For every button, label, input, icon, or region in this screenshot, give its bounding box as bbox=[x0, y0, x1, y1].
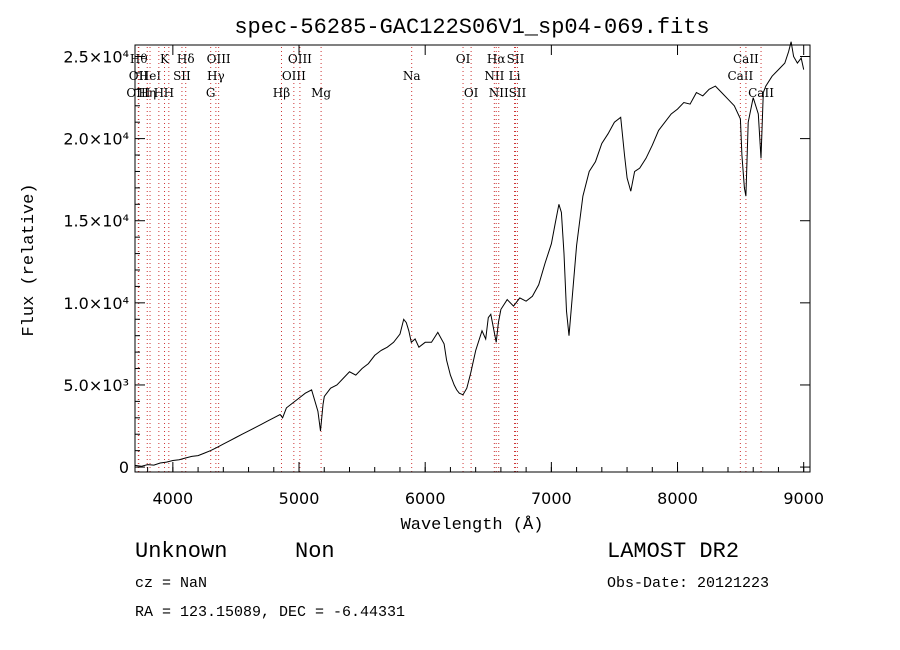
line-label-8: SII bbox=[173, 69, 191, 83]
line-label-27: CaII bbox=[733, 52, 759, 66]
line-label-12: OIII bbox=[207, 52, 231, 66]
line-label-26: CaII bbox=[727, 69, 753, 83]
y-axis-ticks: 0 5.0×10³ 1.0×10⁴ 1.5×10⁴ 2.0×10⁴ 2.5×10⁴ bbox=[63, 47, 810, 477]
coordinates-label: RA = 123.15089, DEC = -6.44331 bbox=[135, 604, 406, 621]
y-tick-label-3: 1.5×10⁴ bbox=[63, 212, 129, 231]
line-label-23: Li bbox=[509, 69, 521, 83]
y-tick-label-0: 0 bbox=[119, 458, 129, 477]
line-label-19: OI bbox=[464, 86, 479, 100]
line-label-16: Mg bbox=[311, 86, 331, 100]
line-label-10: G bbox=[206, 86, 216, 100]
line-label-22: NII bbox=[489, 86, 509, 100]
line-label-18: OI bbox=[456, 52, 471, 66]
x-tick-label-3: 7000 bbox=[531, 489, 572, 508]
line-label-5: H bbox=[154, 86, 164, 100]
obs-date-label: Obs-Date: 20121223 bbox=[607, 575, 770, 592]
line-label-15: OIII bbox=[288, 52, 312, 66]
y-tick-label-1: 5.0×10³ bbox=[63, 376, 129, 395]
x-tick-label-0: 4000 bbox=[152, 489, 193, 508]
chart-title: spec-56285-GAC122S06V1_sp04-069.fits bbox=[234, 15, 709, 40]
y-tick-label-5: 2.5×10⁴ bbox=[63, 47, 129, 66]
line-label-20: NII bbox=[484, 69, 504, 83]
spectrum-line bbox=[134, 41, 805, 467]
line-label-11: Hγ bbox=[207, 69, 225, 83]
spectrum-chart: spec-56285-GAC122S06V1_sp04-069.fits HθO… bbox=[20, 15, 824, 535]
line-label-2: OIII bbox=[126, 86, 150, 100]
x-tick-label-4: 8000 bbox=[657, 489, 698, 508]
line-label-9: Hδ bbox=[177, 52, 195, 66]
x-axis-ticks: 4000 5000 6000 7000 8000 9000 bbox=[147, 45, 824, 508]
line-label-25: SII bbox=[509, 86, 527, 100]
plot-frame bbox=[134, 44, 811, 473]
x-tick-label-1: 5000 bbox=[279, 489, 320, 508]
line-label-7: H bbox=[164, 86, 174, 100]
line-label-28: CaII bbox=[748, 86, 774, 100]
line-label-17: Na bbox=[403, 69, 421, 83]
x-tick-label-5: 9000 bbox=[783, 489, 824, 508]
line-label-14: OIII bbox=[282, 69, 306, 83]
x-tick-label-2: 6000 bbox=[405, 489, 446, 508]
survey-label: LAMOST DR2 bbox=[607, 539, 740, 564]
line-label-21: Hα bbox=[487, 52, 506, 66]
class-label: Unknown bbox=[135, 539, 228, 564]
line-label-3: Hη bbox=[138, 86, 156, 100]
y-axis-label: Flux (relative) bbox=[20, 183, 39, 336]
line-label-6: K bbox=[160, 52, 170, 66]
redshift-label: cz = NaN bbox=[135, 575, 208, 592]
line-label-4: HeI bbox=[139, 69, 162, 83]
x-axis-label: Wavelength (Å) bbox=[401, 516, 544, 535]
subclass-label: Non bbox=[295, 539, 335, 564]
spectral-lines: HθOIIOIIIHηHeIHKHSIIHδGHγOIIIHβOIIIOIIIM… bbox=[126, 47, 774, 472]
line-label-24: SII bbox=[507, 52, 525, 66]
y-tick-label-4: 2.0×10⁴ bbox=[63, 130, 129, 149]
line-label-13: Hβ bbox=[273, 86, 290, 100]
y-tick-label-2: 1.0×10⁴ bbox=[63, 294, 129, 313]
